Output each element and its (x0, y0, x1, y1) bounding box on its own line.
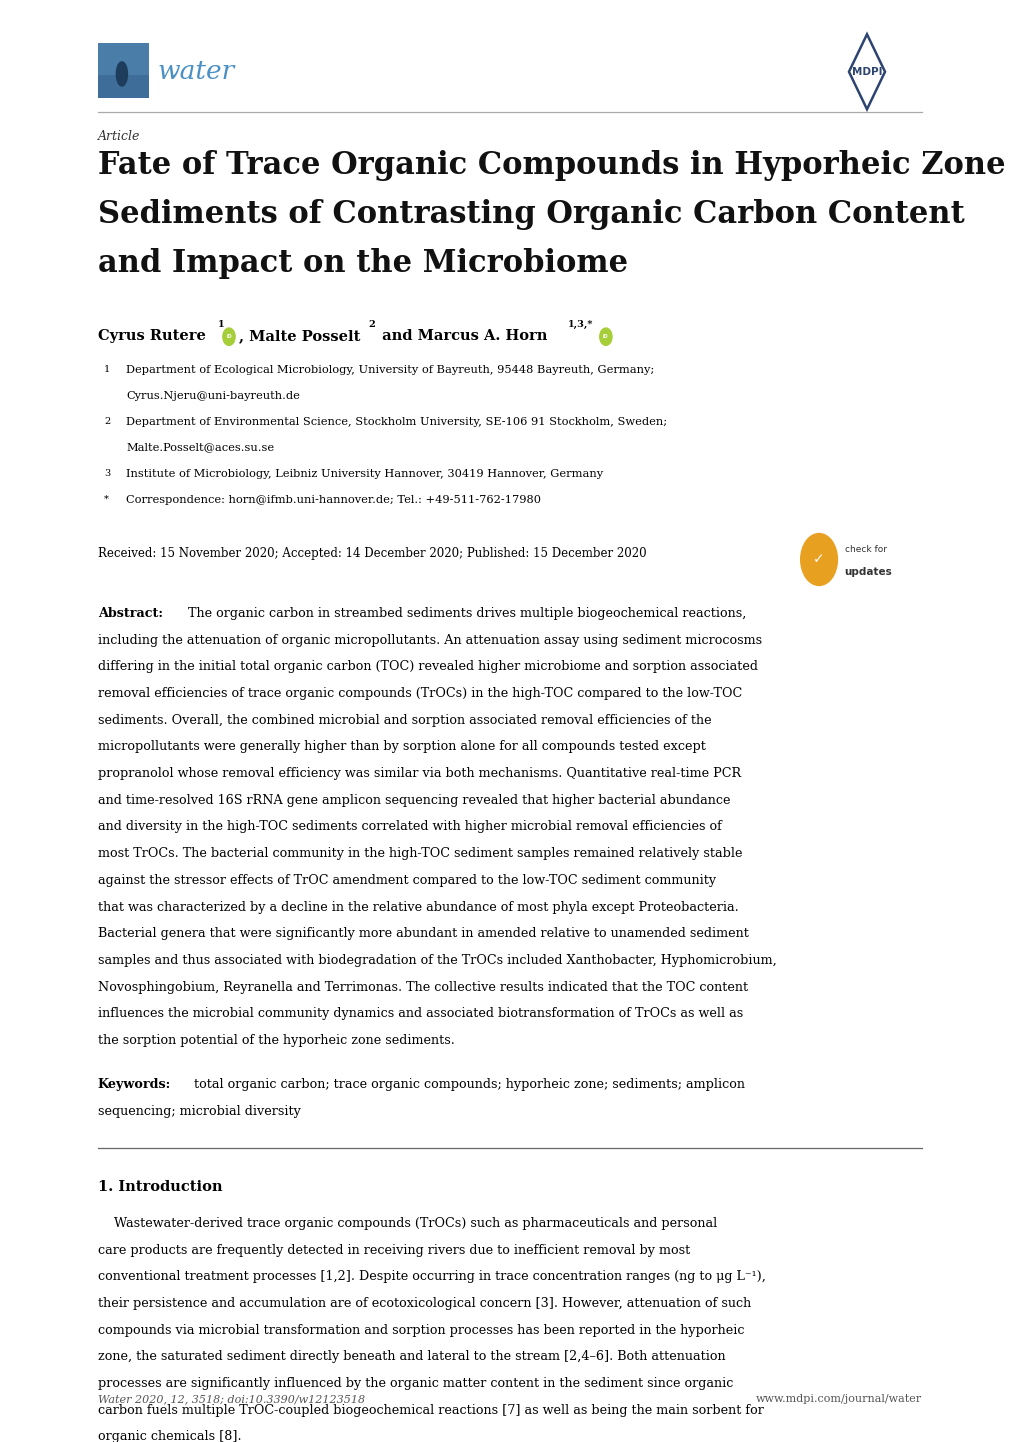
Text: against the stressor effects of TrOC amendment compared to the low-TOC sediment : against the stressor effects of TrOC ame… (98, 874, 715, 887)
Text: , Malte Posselt: , Malte Posselt (239, 329, 360, 343)
Text: www.mdpi.com/journal/water: www.mdpi.com/journal/water (755, 1394, 921, 1405)
Text: and Marcus A. Horn: and Marcus A. Horn (377, 329, 547, 343)
Circle shape (223, 327, 235, 345)
Text: 1,3,*: 1,3,* (567, 320, 592, 329)
Text: samples and thus associated with biodegradation of the TrOCs included Xanthobact: samples and thus associated with biodegr… (98, 955, 775, 968)
Text: that was characterized by a decline in the relative abundance of most phyla exce: that was characterized by a decline in t… (98, 900, 738, 914)
Text: 2: 2 (104, 417, 110, 425)
Text: differing in the initial total organic carbon (TOC) revealed higher microbiome a: differing in the initial total organic c… (98, 660, 757, 673)
Text: removal efficiencies of trace organic compounds (TrOCs) in the high-TOC compared: removal efficiencies of trace organic co… (98, 688, 742, 701)
Text: Fate of Trace Organic Compounds in Hyporheic Zone: Fate of Trace Organic Compounds in Hypor… (98, 150, 1005, 180)
Circle shape (800, 534, 837, 585)
Text: their persistence and accumulation are of ecotoxicological concern [3]. However,: their persistence and accumulation are o… (98, 1298, 750, 1311)
Text: sequencing; microbial diversity: sequencing; microbial diversity (98, 1105, 301, 1118)
Text: 3: 3 (104, 469, 110, 477)
Text: Correspondence: horn@ifmb.uni-hannover.de; Tel.: +49-511-762-17980: Correspondence: horn@ifmb.uni-hannover.d… (126, 495, 541, 505)
Text: Novosphingobium, Reyranella and Terrimonas. The collective results indicated tha: Novosphingobium, Reyranella and Terrimon… (98, 981, 747, 994)
FancyBboxPatch shape (98, 75, 149, 98)
Text: Bacterial genera that were significantly more abundant in amended relative to un: Bacterial genera that were significantly… (98, 927, 748, 940)
Text: Malte.Posselt@aces.su.se: Malte.Posselt@aces.su.se (126, 443, 274, 453)
Text: Water 2020, 12, 3518; doi:10.3390/w12123518: Water 2020, 12, 3518; doi:10.3390/w12123… (98, 1394, 365, 1405)
Text: influences the microbial community dynamics and associated biotransformation of : influences the microbial community dynam… (98, 1008, 743, 1021)
Text: processes are significantly influenced by the organic matter content in the sedi: processes are significantly influenced b… (98, 1377, 733, 1390)
Circle shape (599, 327, 611, 345)
Text: iD: iD (226, 335, 231, 339)
Text: Keywords:: Keywords: (98, 1079, 171, 1092)
Text: Sediments of Contrasting Organic Carbon Content: Sediments of Contrasting Organic Carbon … (98, 199, 964, 229)
Text: the sorption potential of the hyporheic zone sediments.: the sorption potential of the hyporheic … (98, 1034, 454, 1047)
Text: 1. Introduction: 1. Introduction (98, 1180, 222, 1194)
Text: and time-resolved 16S rRNA gene amplicon sequencing revealed that higher bacteri: and time-resolved 16S rRNA gene amplicon… (98, 795, 730, 808)
Text: carbon fuels multiple TrOC-coupled biogeochemical reactions [7] as well as being: carbon fuels multiple TrOC-coupled bioge… (98, 1405, 763, 1417)
Text: care products are frequently detected in receiving rivers due to inefficient rem: care products are frequently detected in… (98, 1243, 690, 1257)
Polygon shape (116, 62, 127, 87)
Text: Department of Environmental Science, Stockholm University, SE-106 91 Stockholm, : Department of Environmental Science, Sto… (126, 417, 667, 427)
Text: and diversity in the high-TOC sediments correlated with higher microbial removal: and diversity in the high-TOC sediments … (98, 820, 721, 833)
Text: water: water (157, 59, 234, 84)
Text: ✓: ✓ (812, 552, 824, 567)
Text: Received: 15 November 2020; Accepted: 14 December 2020; Published: 15 December 2: Received: 15 November 2020; Accepted: 14… (98, 547, 646, 559)
Text: The organic carbon in streambed sediments drives multiple biogeochemical reactio: The organic carbon in streambed sediment… (187, 607, 745, 620)
Text: total organic carbon; trace organic compounds; hyporheic zone; sediments; amplic: total organic carbon; trace organic comp… (194, 1079, 744, 1092)
Text: and Impact on the Microbiome: and Impact on the Microbiome (98, 248, 628, 278)
Text: compounds via microbial transformation and sorption processes has been reported : compounds via microbial transformation a… (98, 1324, 744, 1337)
Text: 2: 2 (369, 320, 375, 329)
Text: check for: check for (844, 545, 886, 554)
Text: Abstract:: Abstract: (98, 607, 163, 620)
Text: micropollutants were generally higher than by sorption alone for all compounds t: micropollutants were generally higher th… (98, 741, 705, 754)
Text: 1: 1 (218, 320, 224, 329)
Text: Cyrus Rutere: Cyrus Rutere (98, 329, 206, 343)
Text: iD: iD (602, 335, 608, 339)
Text: most TrOCs. The bacterial community in the high-TOC sediment samples remained re: most TrOCs. The bacterial community in t… (98, 848, 742, 861)
Text: Wastewater-derived trace organic compounds (TrOCs) such as pharmaceuticals and p: Wastewater-derived trace organic compoun… (98, 1217, 716, 1230)
Text: including the attenuation of organic micropollutants. An attenuation assay using: including the attenuation of organic mic… (98, 634, 761, 647)
Text: *: * (104, 495, 109, 503)
Text: MDPI: MDPI (851, 66, 881, 76)
Text: updates: updates (844, 568, 892, 577)
Text: zone, the saturated sediment directly beneath and lateral to the stream [2,4–6].: zone, the saturated sediment directly be… (98, 1351, 725, 1364)
Text: Institute of Microbiology, Leibniz University Hannover, 30419 Hannover, Germany: Institute of Microbiology, Leibniz Unive… (126, 469, 603, 479)
Text: sediments. Overall, the combined microbial and sorption associated removal effic: sediments. Overall, the combined microbi… (98, 714, 711, 727)
Text: conventional treatment processes [1,2]. Despite occurring in trace concentration: conventional treatment processes [1,2]. … (98, 1270, 765, 1283)
Text: Department of Ecological Microbiology, University of Bayreuth, 95448 Bayreuth, G: Department of Ecological Microbiology, U… (126, 365, 654, 375)
Text: 1: 1 (104, 365, 110, 373)
Text: organic chemicals [8].: organic chemicals [8]. (98, 1430, 242, 1442)
Text: Article: Article (98, 130, 141, 143)
Text: propranolol whose removal efficiency was similar via both mechanisms. Quantitati: propranolol whose removal efficiency was… (98, 767, 741, 780)
FancyBboxPatch shape (98, 43, 149, 98)
Text: Cyrus.Njeru@uni-bayreuth.de: Cyrus.Njeru@uni-bayreuth.de (126, 391, 300, 401)
